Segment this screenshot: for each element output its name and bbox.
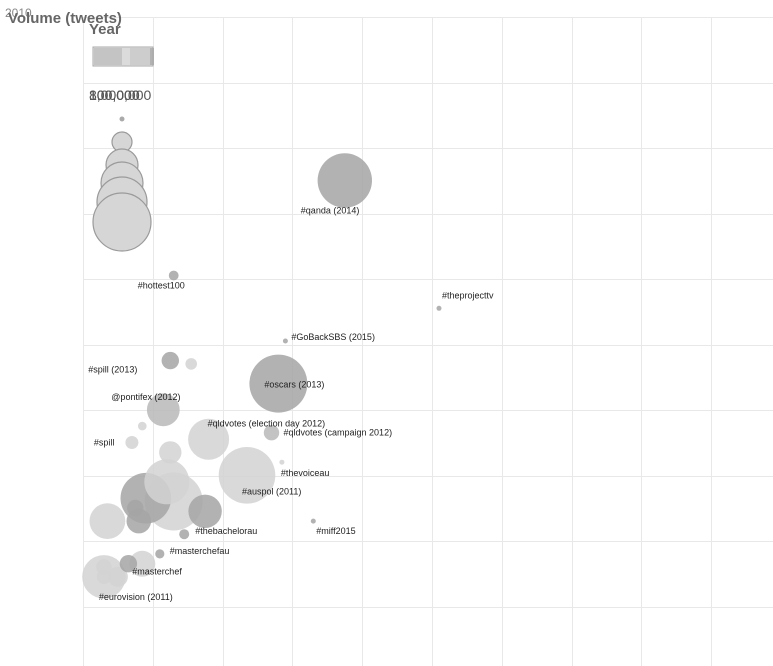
data-bubble[interactable] xyxy=(169,271,179,281)
data-bubble[interactable] xyxy=(318,153,372,207)
bubble-label: #thebachelorau xyxy=(195,526,257,536)
data-bubble[interactable] xyxy=(311,519,316,524)
bubble-label: #masterchef xyxy=(132,567,182,577)
legend-subtitle: Year xyxy=(89,21,121,38)
legend-swatch-segment xyxy=(130,48,150,65)
legend-size-value: 1,000,000 xyxy=(89,87,151,103)
legend: 2010 Volume (tweets) Year 800,000100,000… xyxy=(5,6,154,251)
data-bubble[interactable] xyxy=(279,460,284,465)
data-bubble[interactable] xyxy=(138,422,147,431)
data-bubble[interactable] xyxy=(185,358,197,370)
legend-size-circle xyxy=(93,193,151,251)
legend-size-circles xyxy=(93,117,151,252)
legend-swatch-segment xyxy=(94,48,122,65)
bubble-label: #masterchefau xyxy=(170,546,230,556)
data-bubble[interactable] xyxy=(188,495,221,528)
data-bubble[interactable] xyxy=(155,549,164,558)
bubble-label: #auspol (2011) xyxy=(242,486,301,496)
bubble-label: #qanda (2014) xyxy=(301,206,360,216)
bubble-label: #theprojecttv xyxy=(442,290,494,300)
legend-size-dot xyxy=(120,117,125,122)
data-bubble[interactable] xyxy=(179,529,189,539)
data-bubble[interactable] xyxy=(127,500,143,516)
data-bubble[interactable] xyxy=(125,436,138,449)
data-bubble[interactable] xyxy=(90,503,126,539)
bubble-label: #oscars (2013) xyxy=(264,380,324,390)
bubble-label: #thevoiceau xyxy=(281,468,330,478)
data-bubble[interactable] xyxy=(437,306,442,311)
data-bubble[interactable] xyxy=(283,339,288,344)
data-bubble[interactable] xyxy=(159,441,181,463)
legend-color-scale xyxy=(93,47,154,66)
data-bubble[interactable] xyxy=(162,352,179,369)
bubble-label: #miff2015 xyxy=(316,526,355,536)
legend-swatch-segment xyxy=(150,48,154,65)
bubble-label: #spill xyxy=(94,438,115,448)
bubble-label: #eurovision (2011) xyxy=(99,592,173,602)
bubble-label: #GoBackSBS (2015) xyxy=(291,332,375,342)
bubble-label: @pontifex (2012) xyxy=(111,392,180,402)
bubble-label: #qldvotes (campaign 2012) xyxy=(284,428,393,438)
bubble-label: #spill (2013) xyxy=(88,365,137,375)
bubble-label: #hottest100 xyxy=(138,281,185,291)
legend-swatch-segment xyxy=(122,48,130,65)
data-bubble[interactable] xyxy=(144,459,189,504)
grid xyxy=(83,17,773,666)
data-bubble[interactable] xyxy=(97,570,111,584)
